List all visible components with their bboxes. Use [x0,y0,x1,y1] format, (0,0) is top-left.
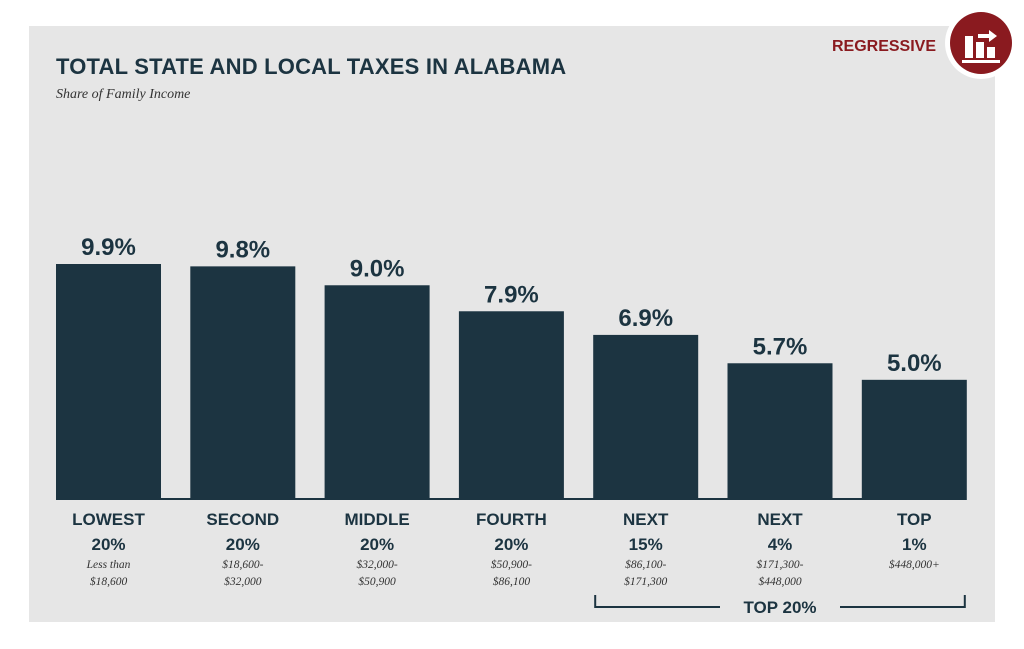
bar-0 [56,264,161,498]
top-20-bracket-right [840,595,966,608]
category-share-4: 15% [629,535,663,554]
bar-2 [324,285,430,498]
top-20-bracket-left [594,595,720,608]
category-share-2: 20% [360,535,394,554]
bar-6 [861,379,967,498]
income-range-end-0: $18,600 [90,575,128,588]
category-label-3: FOURTH [476,510,547,529]
chart-title: TOTAL STATE AND LOCAL TAXES IN ALABAMA [56,54,567,79]
bar-value-label-1: 9.8% [215,236,270,263]
regressive-badge-label: REGRESSIVE [831,38,936,55]
income-range-start-0: Less than [86,559,131,571]
category-label-6: TOP [897,510,932,529]
category-label-2: MIDDLE [345,510,410,529]
chart-subtitle: Share of Family Income [56,87,191,102]
income-range-start-2: $32,000- [356,558,397,571]
category-share-6: 1% [902,535,927,554]
bar-5 [727,363,833,498]
category-share-0: 20% [91,535,125,554]
bar-value-label-2: 9.0% [350,255,405,282]
regressive-bar-chart-icon [945,7,1017,79]
category-share-5: 4% [768,535,793,554]
income-range-end-3: $86,100 [493,575,531,588]
income-range-start-5: $171,300- [757,558,804,571]
income-range-start-6: $448,000+ [889,558,940,571]
income-range-start-4: $86,100- [625,558,666,571]
bar-value-label-0: 9.9% [81,234,136,261]
category-label-4: NEXT [623,510,669,529]
category-label-1: SECOND [206,510,279,529]
bar-value-label-5: 5.7% [753,333,808,360]
bar-3 [458,311,564,498]
income-range-end-1: $32,000 [224,575,262,588]
income-range-end-2: $50,900 [358,575,396,588]
income-range-start-3: $50,900- [491,558,532,571]
income-range-end-4: $171,300 [624,575,667,588]
income-range-end-5: $448,000 [758,575,801,588]
bar-value-label-3: 7.9% [484,281,539,308]
income-range-start-1: $18,600- [222,558,263,571]
top-20-bracket-label: TOP 20% [743,598,816,617]
bar-1 [190,266,296,498]
bar-4 [593,334,699,498]
category-label-0: LOWEST [72,510,145,529]
category-share-1: 20% [226,535,260,554]
category-share-3: 20% [494,535,528,554]
bar-value-label-6: 5.0% [887,350,942,377]
bar-value-label-4: 6.9% [618,305,673,332]
category-label-5: NEXT [757,510,803,529]
